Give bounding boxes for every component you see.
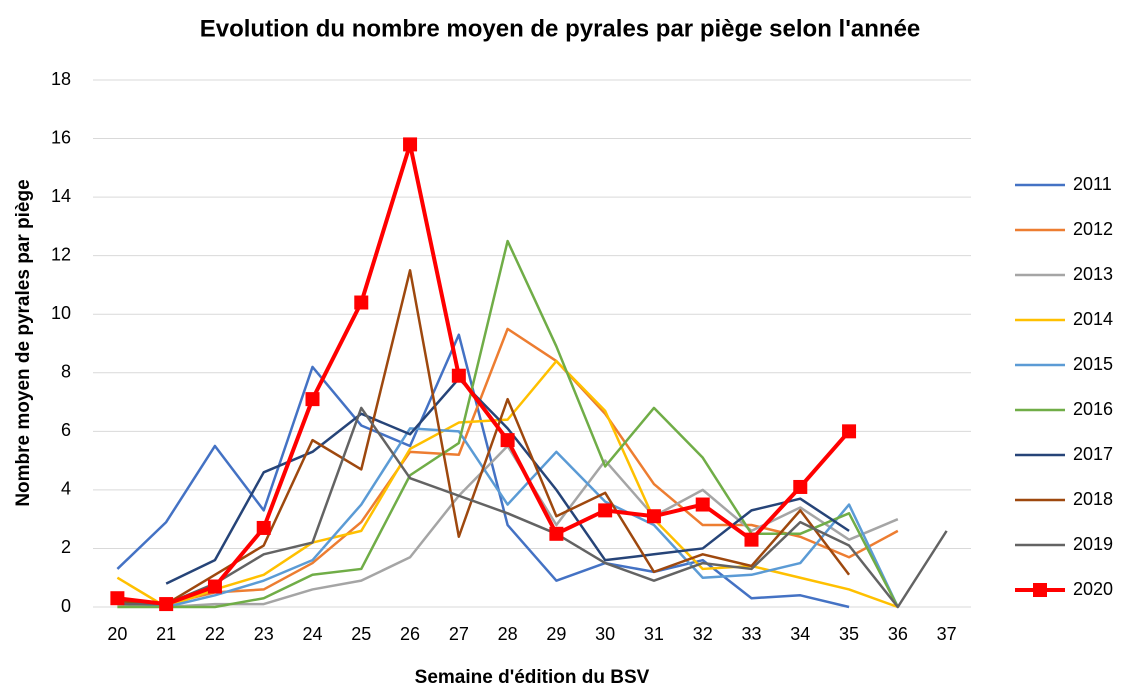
x-tick-label: 33 [741,624,761,644]
x-tick-label: 23 [254,624,274,644]
x-tick-label: 34 [790,624,810,644]
chart-title: Evolution du nombre moyen de pyrales par… [200,15,921,42]
x-tick-label: 20 [107,624,127,644]
legend-label: 2020 [1073,579,1113,599]
marker [842,424,857,439]
x-tick-label: 25 [351,624,371,644]
series-line [116,333,850,609]
y-tick-label: 10 [51,303,71,323]
x-tick-label: 29 [546,624,566,644]
marker [646,509,661,524]
y-tick-label: 14 [51,186,71,206]
marker [500,433,515,448]
legend-label: 2019 [1073,534,1113,554]
marker [305,392,320,407]
marker [451,368,466,383]
x-axis-label: Semaine d'édition du BSV [415,667,650,686]
x-tick-label: 24 [302,624,322,644]
x-tick-label: 35 [839,624,859,644]
y-tick-label: 8 [61,362,71,382]
y-tick-label: 0 [61,596,71,616]
x-tick-label: 37 [937,624,957,644]
x-tick-label: 31 [644,624,664,644]
marker [695,497,710,512]
y-tick-label: 2 [61,537,71,557]
x-tick-label: 30 [595,624,615,644]
x-tick-label: 22 [205,624,225,644]
legend-label: 2018 [1073,489,1113,509]
x-tick-label: 36 [888,624,908,644]
x-tick-label: 21 [156,624,176,644]
legend-label: 2011 [1073,174,1112,194]
series-line [165,377,850,585]
marker [207,579,222,594]
series-line [117,327,899,606]
marker [110,591,125,606]
marker [256,520,271,535]
series-line [117,142,851,607]
y-axis-label: Nombre moyen de pyrales par piège [13,179,34,506]
marker [744,532,759,547]
series-line [117,406,948,609]
legend-label: 2016 [1073,399,1113,419]
marker [549,526,564,541]
x-tick-label: 32 [693,624,713,644]
y-tick-label: 12 [51,244,71,264]
marker [793,479,808,494]
legend-label: 2013 [1073,264,1113,284]
y-tick-label: 16 [51,127,71,147]
y-tick-label: 4 [61,479,71,499]
x-tick-label: 28 [498,624,518,644]
series-line [117,239,899,609]
series-line [117,269,851,606]
y-tick-label: 18 [51,69,71,89]
legend-label: 2012 [1073,219,1113,239]
marker [354,295,369,310]
x-tick-label: 26 [400,624,420,644]
legend-label: 2015 [1073,354,1113,374]
marker [598,503,613,518]
legend-label: 2014 [1073,309,1113,329]
marker [159,597,174,612]
series-line [117,427,899,609]
x-tick-label: 27 [449,624,469,644]
marker [403,137,418,152]
legend-label: 2017 [1073,444,1113,464]
y-tick-label: 6 [61,420,71,440]
legend-marker [1033,583,1047,597]
